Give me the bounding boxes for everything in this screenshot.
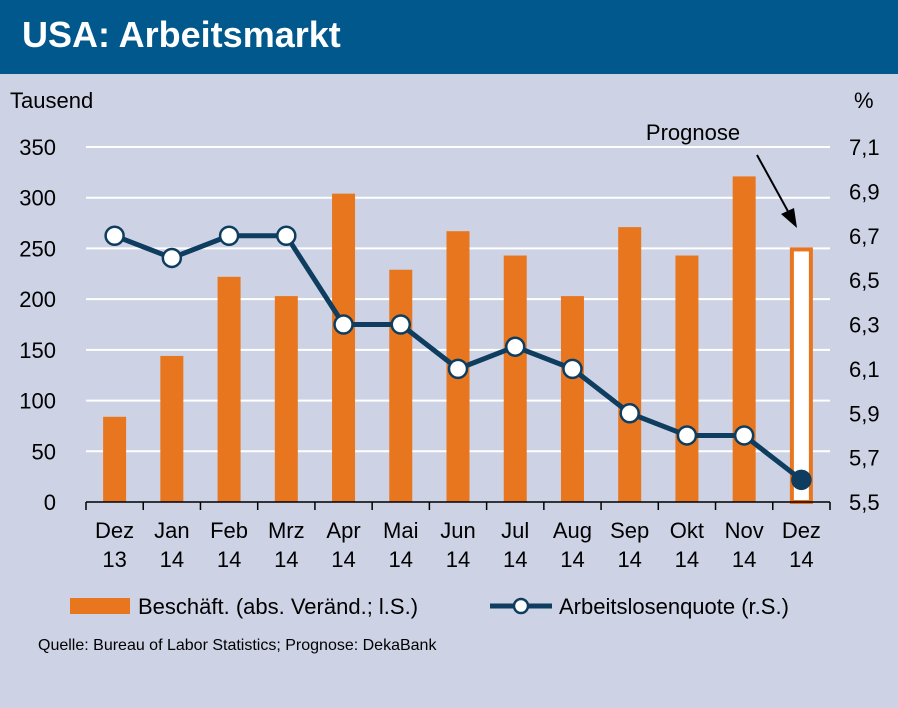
x-tick-label: 14 [617, 547, 641, 572]
line-point [504, 336, 526, 357]
x-tick-label: 14 [560, 547, 584, 572]
x-tick-label: Jun [440, 518, 475, 543]
x-tick-label: 14 [160, 547, 184, 572]
line-point [619, 403, 640, 424]
right-tick-label: 6,3 [849, 313, 880, 338]
bar [160, 355, 184, 502]
bar [332, 193, 356, 502]
legend: Beschäft. (abs. Veränd.; l.S.) Arbeitslos… [70, 594, 789, 619]
line-point [276, 225, 297, 246]
bar [618, 227, 642, 502]
bar [217, 276, 241, 502]
chart: 0 50 100 150 200 250 300 350 5,5 5,7 5,9 6,1 6,3 6,5 6… [10, 88, 880, 619]
left-tick-label: 200 [19, 287, 56, 312]
line-point [676, 425, 698, 446]
line-point-forecast [791, 469, 812, 491]
x-tick-label: Nov [725, 518, 764, 543]
right-axis-label: % [854, 88, 874, 113]
bar [503, 255, 527, 502]
line-point [161, 247, 183, 269]
x-tick-label: Mrz [268, 518, 305, 543]
x-tick-label: Dez [782, 518, 821, 543]
right-tick-label: 5,9 [849, 401, 880, 426]
right-tick-label: 6,9 [849, 179, 880, 204]
legend-line-marker [512, 597, 530, 615]
x-tick-label: Dez [95, 518, 134, 543]
chart-title: USA: Arbeitsmarkt [22, 14, 341, 55]
right-tick-label: 6,5 [849, 268, 880, 293]
left-tick-label: 150 [19, 338, 56, 363]
line-point [333, 314, 354, 335]
right-tick-label: 6,1 [849, 357, 880, 382]
x-tick-label: Jul [501, 518, 529, 543]
legend-line-label: Arbeitslosenquote (r.S.) [559, 594, 789, 619]
x-tick-label: Aug [553, 518, 592, 543]
forecast-label: Prognose [646, 120, 740, 145]
legend-bar-swatch [70, 598, 130, 614]
bar [274, 296, 298, 502]
line-point [562, 358, 583, 380]
x-tick-label: Apr [326, 518, 360, 543]
bar-series [103, 176, 813, 504]
annotation: Prognose [646, 120, 797, 228]
left-tick-label: 350 [19, 135, 56, 160]
left-tick-label: 100 [19, 389, 56, 414]
source-note: Quelle: Bureau of Labor Statistics; Prog… [38, 637, 437, 654]
left-axis-label: Tausend [10, 88, 93, 113]
x-tick-label: 14 [675, 547, 699, 572]
axes: 0 50 100 150 200 250 300 350 5,5 5,7 5,9 6,1 6,3 6,5 6… [10, 88, 880, 572]
bar [389, 269, 413, 502]
x-tick-label: Feb [210, 518, 248, 543]
x-tick-label: 14 [503, 547, 527, 572]
line-point [104, 225, 125, 246]
x-tick-label: 14 [446, 547, 470, 572]
right-tick-label: 7,1 [849, 135, 880, 160]
left-tick-label: 50 [32, 439, 56, 464]
forecast-arrow-line [756, 154, 791, 216]
forecast-arrow-head [781, 208, 797, 228]
line-point [390, 314, 412, 335]
line-series [104, 225, 812, 491]
x-tick-label: 13 [102, 547, 126, 572]
line-point [447, 358, 469, 380]
left-tick-label: 0 [44, 490, 56, 515]
left-tick-label: 250 [19, 236, 56, 261]
x-tick-label: 14 [331, 547, 355, 572]
x-tick-label: Sep [610, 518, 649, 543]
x-tick-label: Okt [670, 518, 704, 543]
left-tick-label: 300 [19, 186, 56, 211]
line-point [733, 425, 755, 446]
x-tick-label: 14 [789, 547, 813, 572]
bar [675, 255, 699, 502]
bar-forecast [789, 247, 813, 504]
bar [103, 416, 127, 502]
x-tick-label: 14 [274, 547, 298, 572]
x-tick-label: 14 [732, 547, 756, 572]
line-point [218, 225, 240, 246]
legend-bar-label: Beschäft. (abs. Veränd.; l.S.) [138, 594, 418, 619]
right-tick-label: 6,7 [849, 224, 880, 249]
x-tick-label: Mai [383, 518, 418, 543]
title-bar: USA: Arbeitsmarkt [0, 0, 898, 74]
bar [560, 296, 584, 502]
right-tick-label: 5,5 [849, 490, 880, 515]
x-tick-label: Jan [154, 518, 189, 543]
right-tick-label: 5,7 [849, 446, 880, 471]
x-tick-label: 14 [217, 547, 241, 572]
x-tick-label: 14 [389, 547, 413, 572]
bar [732, 176, 756, 502]
